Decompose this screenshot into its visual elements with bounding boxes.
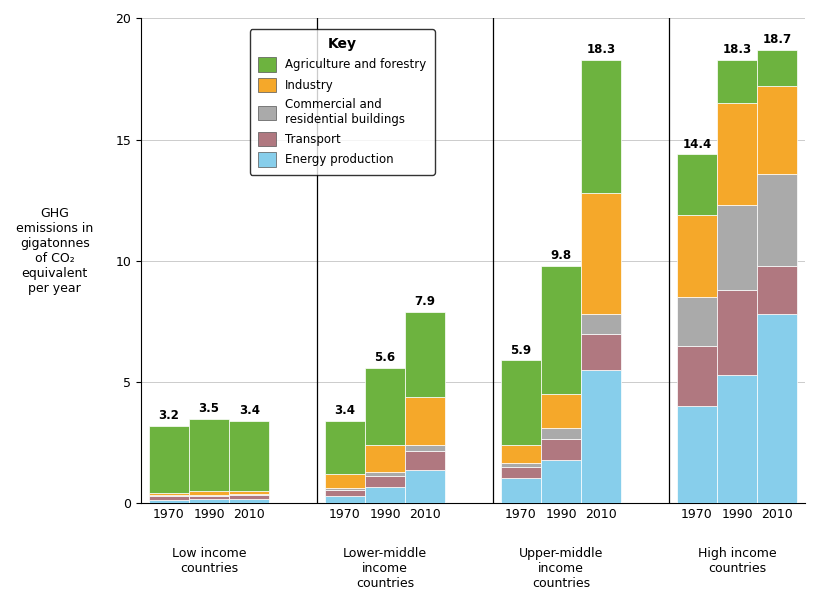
Bar <box>365 486 405 503</box>
Bar <box>325 488 365 490</box>
Bar <box>189 491 229 495</box>
Text: 18.3: 18.3 <box>587 43 616 56</box>
Bar <box>325 496 365 503</box>
Text: 14.4: 14.4 <box>682 138 711 150</box>
Bar <box>717 103 757 205</box>
Bar <box>149 500 189 503</box>
Bar <box>717 205 757 290</box>
Bar <box>581 334 622 370</box>
Text: 3.4: 3.4 <box>239 405 260 418</box>
Bar <box>717 290 757 375</box>
Bar <box>500 360 541 445</box>
Bar <box>325 421 365 475</box>
Bar <box>189 496 229 499</box>
Legend: Agriculture and forestry, Industry, Commercial and
residential buildings, Transp: Agriculture and forestry, Industry, Comm… <box>250 29 435 175</box>
Text: 3.4: 3.4 <box>334 405 355 418</box>
Text: 18.3: 18.3 <box>723 43 752 56</box>
Bar <box>677 297 717 346</box>
Bar <box>757 314 798 503</box>
Text: 18.7: 18.7 <box>763 33 792 46</box>
Bar <box>541 429 581 439</box>
Bar <box>500 478 541 503</box>
Bar <box>677 346 717 406</box>
Bar <box>189 419 229 491</box>
Bar <box>757 87 798 174</box>
Bar <box>541 266 581 394</box>
Bar <box>717 60 757 103</box>
Bar <box>229 491 269 494</box>
Bar <box>757 50 798 87</box>
Bar <box>149 496 189 500</box>
Bar <box>581 370 622 503</box>
Bar <box>581 314 622 334</box>
Bar <box>229 494 269 495</box>
Bar <box>189 495 229 496</box>
Bar <box>757 266 798 314</box>
Bar <box>500 445 541 464</box>
Bar <box>405 397 446 445</box>
Bar <box>581 193 622 314</box>
Bar <box>229 499 269 503</box>
Bar <box>149 495 189 496</box>
Bar <box>405 445 446 451</box>
Bar <box>405 470 446 503</box>
Bar <box>149 426 189 492</box>
Bar <box>500 464 541 467</box>
Bar <box>189 499 229 503</box>
Text: Lower-middle
income
countries: Lower-middle income countries <box>343 547 427 590</box>
Text: 3.5: 3.5 <box>198 402 220 415</box>
Bar <box>365 445 405 472</box>
Bar <box>541 460 581 503</box>
Bar <box>541 439 581 460</box>
Bar <box>581 60 622 193</box>
Bar <box>677 215 717 297</box>
Text: Upper-middle
income
countries: Upper-middle income countries <box>519 547 603 590</box>
Bar <box>365 368 405 445</box>
Text: 3.2: 3.2 <box>159 410 179 422</box>
Bar <box>229 421 269 491</box>
Bar <box>677 154 717 215</box>
Bar <box>365 476 405 486</box>
Bar <box>405 312 446 397</box>
Y-axis label: GHG
emissions in
gigatonnes
of CO₂
equivalent
per year: GHG emissions in gigatonnes of CO₂ equiv… <box>16 208 94 295</box>
Bar <box>717 375 757 503</box>
Bar <box>365 472 405 476</box>
Text: 5.6: 5.6 <box>374 351 396 364</box>
Bar <box>229 495 269 499</box>
Bar <box>541 394 581 429</box>
Bar <box>677 406 717 503</box>
Bar <box>500 467 541 478</box>
Text: Low income
countries: Low income countries <box>172 547 247 575</box>
Text: High income
countries: High income countries <box>698 547 777 575</box>
Bar <box>405 451 446 470</box>
Bar <box>325 490 365 496</box>
Bar <box>325 475 365 488</box>
Bar <box>757 174 798 266</box>
Text: 9.8: 9.8 <box>550 249 572 262</box>
Text: 7.9: 7.9 <box>415 295 436 308</box>
Bar <box>149 492 189 495</box>
Text: 5.9: 5.9 <box>510 344 531 357</box>
